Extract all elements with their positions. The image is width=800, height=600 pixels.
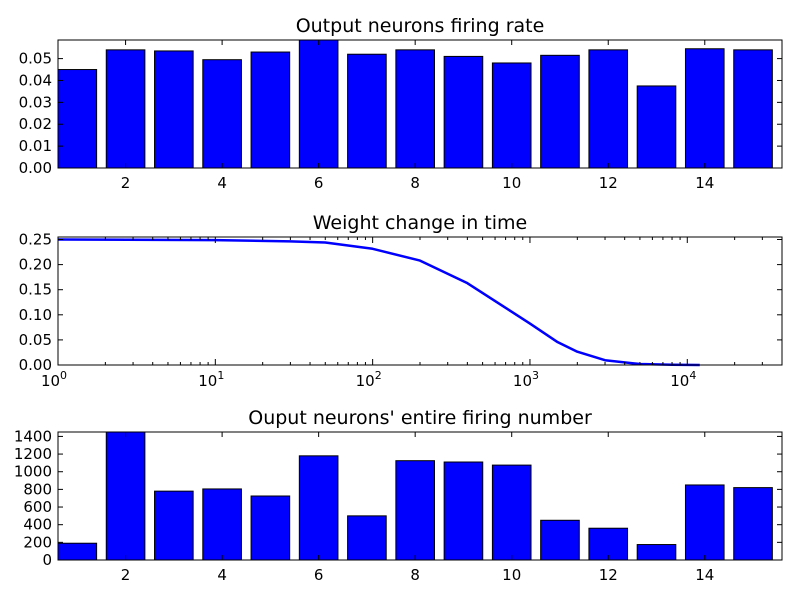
y-tick-label: 1400 — [14, 427, 52, 445]
x-tick-label: 12 — [599, 566, 618, 584]
chart-panel-2: Weight change in time 0.00 0.05 0.10 0.15 0.2… — [19, 212, 783, 390]
x-tick-label: 102 — [356, 369, 382, 390]
y-tick-label: 400 — [23, 516, 52, 534]
x-tick-base: 10 — [513, 372, 532, 390]
bars — [58, 40, 773, 168]
x-tick-label: 14 — [695, 174, 714, 192]
x-tick-exponent: 0 — [60, 369, 67, 382]
x-tick-base: 10 — [356, 372, 375, 390]
x-tick-label: 2 — [121, 566, 131, 584]
bar-15 — [733, 487, 773, 560]
bar-2 — [105, 432, 146, 560]
bar-9 — [443, 461, 484, 560]
bar-13 — [636, 85, 677, 168]
x-tick-exponent: 2 — [375, 369, 382, 382]
y-tick-label: 0.10 — [19, 306, 52, 324]
y-tick-label: 0.15 — [19, 281, 52, 299]
y-tick-label: 0.25 — [19, 231, 52, 249]
plot-frame — [57, 431, 783, 561]
x-tick-base: 10 — [198, 372, 217, 390]
y-tick-label: 0.03 — [19, 93, 52, 111]
x-tick-label: 8 — [410, 174, 420, 192]
chart-panel-1: Output neurons firing rate 0.00 0.01 0.02 0.… — [19, 15, 783, 192]
bar-12 — [588, 527, 629, 560]
bar-6 — [298, 455, 339, 560]
bar-7 — [347, 515, 387, 560]
plot-frame — [57, 39, 783, 169]
x-tick-base: 10 — [670, 372, 689, 390]
bar-10 — [491, 464, 532, 560]
y-tick-label: 0.02 — [19, 115, 52, 133]
y-tick-label: 1200 — [14, 445, 52, 463]
chart-title: Ouput neurons' entire firing number — [248, 407, 592, 429]
x-tick-label: 100 — [41, 369, 67, 390]
bar-14 — [684, 48, 725, 168]
y-tick-label: 0.20 — [19, 256, 52, 274]
y-tick-label: 1000 — [14, 463, 52, 481]
x-tick-exponent: 4 — [689, 369, 696, 382]
y-tick-label: 800 — [23, 480, 52, 498]
x-tick-label: 2 — [121, 174, 131, 192]
chart-title: Weight change in time — [313, 212, 527, 234]
x-tick-exponent: 3 — [532, 369, 539, 382]
bar-2 — [105, 49, 146, 168]
y-tick-label: 600 — [23, 498, 52, 516]
bar-12 — [588, 49, 629, 168]
y-tick-label: 0 — [42, 551, 52, 569]
x-tick-label: 10 — [502, 174, 521, 192]
plot-frame — [57, 236, 783, 366]
bar-4 — [202, 59, 242, 168]
bar-11 — [540, 519, 580, 560]
bar-5 — [250, 51, 291, 168]
bar-3 — [154, 50, 194, 168]
y-tick-label: 0.05 — [19, 50, 52, 68]
series-line — [57, 238, 700, 367]
bars — [58, 432, 773, 560]
x-tick-label: 10 — [502, 566, 521, 584]
bar-4 — [202, 488, 242, 560]
x-tick-exponent: 1 — [217, 369, 224, 382]
bar-9 — [443, 55, 484, 168]
y-tick-label: 0.00 — [19, 159, 52, 177]
y-tick-label: 0.00 — [19, 356, 52, 374]
bar-10 — [491, 62, 532, 168]
y-tick-label: 200 — [23, 533, 52, 551]
x-tick-label: 6 — [314, 174, 324, 192]
bar-11 — [540, 54, 580, 168]
x-tick-label: 101 — [198, 369, 224, 390]
bar-13 — [636, 544, 677, 560]
bar-5 — [250, 495, 291, 560]
bar-1 — [58, 542, 98, 560]
bar-3 — [154, 490, 194, 560]
y-tick-label: 0.01 — [19, 137, 52, 155]
bar-14 — [684, 484, 725, 560]
chart-title: Output neurons firing rate — [296, 15, 545, 37]
bar-7 — [347, 53, 387, 168]
bar-6 — [298, 40, 339, 168]
x-tick-label: 103 — [513, 369, 539, 390]
x-tick-label: 4 — [217, 566, 227, 584]
x-tick-base: 10 — [41, 372, 60, 390]
x-tick-label: 8 — [410, 566, 420, 584]
bar-15 — [733, 49, 773, 168]
bar-1 — [58, 69, 98, 168]
x-tick-label: 104 — [670, 369, 696, 390]
bar-8 — [395, 49, 435, 168]
x-tick-label: 12 — [599, 174, 618, 192]
x-tick-label: 6 — [314, 566, 324, 584]
bar-8 — [395, 460, 435, 560]
x-tick-label: 4 — [217, 174, 227, 192]
x-tick-label: 14 — [695, 566, 714, 584]
chart-panel-3: Ouput neurons' entire firing number02004… — [14, 407, 783, 584]
y-tick-label: 0.04 — [19, 71, 52, 89]
y-tick-label: 0.05 — [19, 331, 52, 349]
